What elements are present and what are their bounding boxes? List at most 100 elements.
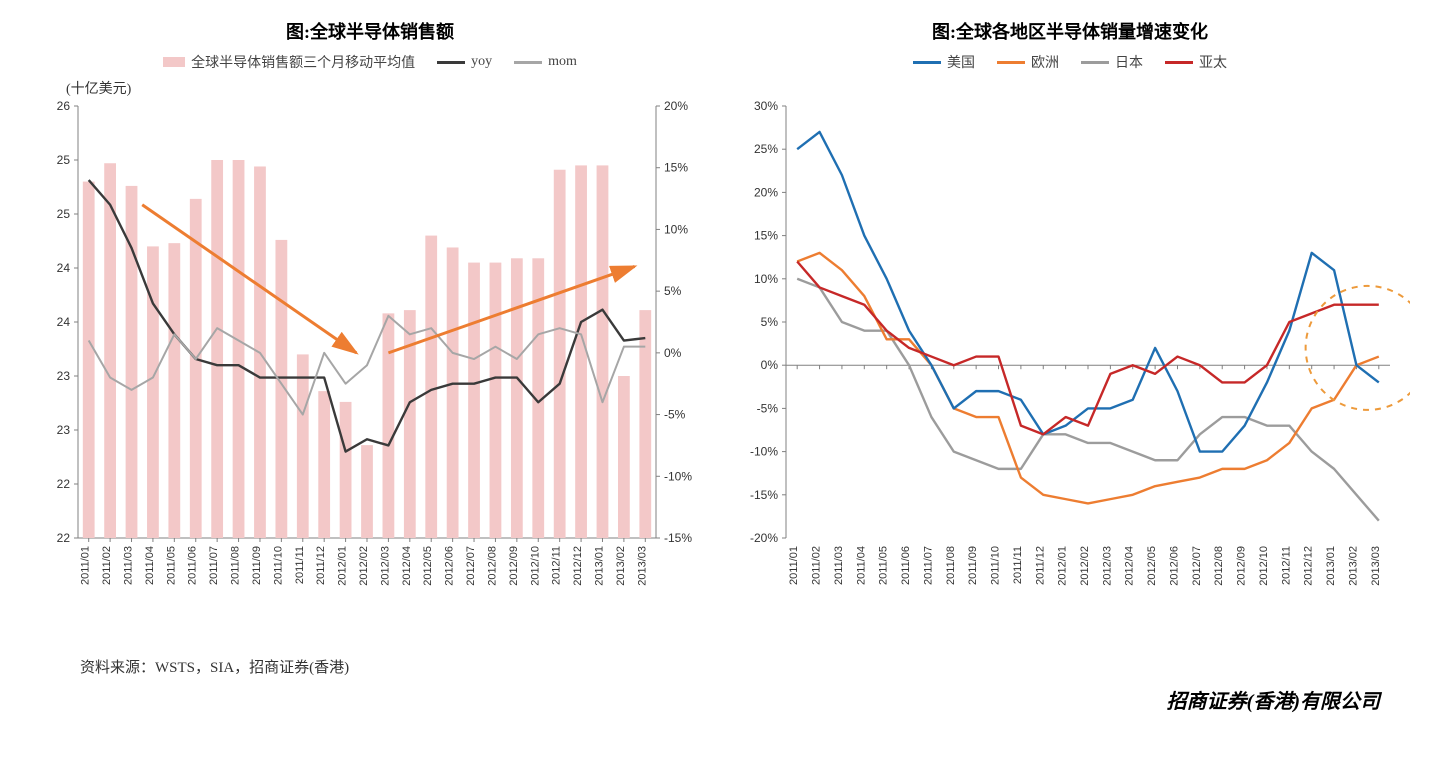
right-legend: 美国 欧洲 日本 亚太 xyxy=(913,52,1227,72)
svg-text:2012/02: 2012/02 xyxy=(1079,546,1091,586)
legend-yoy-swatch xyxy=(437,61,465,64)
svg-text:2011/07: 2011/07 xyxy=(208,546,220,585)
svg-text:2011/11: 2011/11 xyxy=(294,546,306,584)
legend-mom-swatch xyxy=(514,61,542,64)
legend-jp-swatch xyxy=(1081,61,1109,64)
svg-text:2011/08: 2011/08 xyxy=(945,546,957,585)
svg-text:0%: 0% xyxy=(761,358,779,372)
svg-text:22: 22 xyxy=(57,531,71,545)
svg-text:2011/09: 2011/09 xyxy=(251,546,263,585)
svg-text:26: 26 xyxy=(57,99,71,113)
svg-text:2013/01: 2013/01 xyxy=(593,546,605,586)
left-chart-panel: 图:全球半导体销售额 全球半导体销售额三个月移动平均值 yoy mom (十亿美… xyxy=(30,10,710,628)
svg-text:2011/05: 2011/05 xyxy=(878,546,890,585)
svg-text:2011/04: 2011/04 xyxy=(855,546,867,585)
svg-text:2011/06: 2011/06 xyxy=(187,546,199,585)
legend-us-label: 美国 xyxy=(947,52,975,72)
svg-text:2011/12: 2011/12 xyxy=(1034,546,1046,585)
svg-text:2012/12: 2012/12 xyxy=(1303,546,1315,586)
svg-text:-20%: -20% xyxy=(750,531,778,545)
svg-text:2012/05: 2012/05 xyxy=(422,546,434,586)
legend-bar: 全球半导体销售额三个月移动平均值 xyxy=(163,52,415,72)
svg-text:2011/01: 2011/01 xyxy=(788,546,800,585)
svg-text:2011/12: 2011/12 xyxy=(315,546,327,585)
svg-text:22: 22 xyxy=(57,477,71,491)
svg-text:2013/03: 2013/03 xyxy=(1370,546,1382,586)
legend-ap: 亚太 xyxy=(1165,52,1227,72)
legend-us: 美国 xyxy=(913,52,975,72)
svg-text:2012/04: 2012/04 xyxy=(401,546,413,586)
svg-text:5%: 5% xyxy=(664,284,682,298)
svg-text:-5%: -5% xyxy=(757,401,779,415)
svg-text:2011/10: 2011/10 xyxy=(272,546,284,585)
svg-text:2012/06: 2012/06 xyxy=(1168,546,1180,586)
svg-text:15%: 15% xyxy=(664,161,688,175)
svg-text:2012/07: 2012/07 xyxy=(465,546,477,586)
svg-text:-10%: -10% xyxy=(664,469,692,483)
left-chart-title: 图:全球半导体销售额 xyxy=(286,18,454,44)
legend-yoy-label: yoy xyxy=(471,54,492,70)
svg-text:-15%: -15% xyxy=(664,531,692,545)
svg-text:2012/01: 2012/01 xyxy=(1057,546,1069,586)
left-legend: 全球半导体销售额三个月移动平均值 yoy mom xyxy=(163,52,577,72)
legend-eu-swatch xyxy=(997,61,1025,64)
footer-brand: 招商证券(香港)有限公司 xyxy=(30,685,1380,714)
legend-eu-label: 欧洲 xyxy=(1031,52,1059,72)
left-chart-svg: 222223232424252526-15%-10%-5%0%5%10%15%2… xyxy=(30,98,710,628)
charts-row: 图:全球半导体销售额 全球半导体销售额三个月移动平均值 yoy mom (十亿美… xyxy=(30,10,1410,628)
svg-text:20%: 20% xyxy=(664,99,688,113)
svg-text:15%: 15% xyxy=(754,229,778,243)
svg-text:2011/04: 2011/04 xyxy=(144,546,156,585)
svg-text:2012/01: 2012/01 xyxy=(337,546,349,586)
legend-ap-swatch xyxy=(1165,61,1193,64)
legend-jp-label: 日本 xyxy=(1115,52,1143,72)
svg-text:5%: 5% xyxy=(761,315,779,329)
svg-text:2013/02: 2013/02 xyxy=(1347,546,1359,586)
svg-text:-10%: -10% xyxy=(750,445,778,459)
svg-text:2012/12: 2012/12 xyxy=(572,546,584,586)
svg-text:2012/10: 2012/10 xyxy=(529,546,541,586)
legend-eu: 欧洲 xyxy=(997,52,1059,72)
svg-text:2011/08: 2011/08 xyxy=(230,546,242,585)
legend-ap-label: 亚太 xyxy=(1199,52,1227,72)
svg-text:2011/05: 2011/05 xyxy=(165,546,177,585)
svg-text:24: 24 xyxy=(57,315,71,329)
svg-text:2011/07: 2011/07 xyxy=(922,546,934,585)
legend-jp: 日本 xyxy=(1081,52,1143,72)
svg-text:2012/10: 2012/10 xyxy=(1258,546,1270,586)
svg-text:2011/06: 2011/06 xyxy=(900,546,912,585)
svg-text:2011/03: 2011/03 xyxy=(123,546,135,585)
legend-bar-swatch xyxy=(163,57,185,67)
svg-text:2012/03: 2012/03 xyxy=(379,546,391,586)
legend-mom: mom xyxy=(514,54,577,70)
right-chart-svg: -20%-15%-10%-5%0%5%10%15%20%25%30%2011/0… xyxy=(730,98,1410,628)
svg-text:2011/02: 2011/02 xyxy=(811,546,823,585)
svg-text:2012/09: 2012/09 xyxy=(1236,546,1248,586)
svg-text:2011/01: 2011/01 xyxy=(80,546,92,585)
svg-text:25: 25 xyxy=(57,207,71,221)
svg-text:2011/11: 2011/11 xyxy=(1012,546,1024,584)
svg-text:23: 23 xyxy=(57,423,71,437)
svg-text:2012/08: 2012/08 xyxy=(1213,546,1225,586)
svg-text:30%: 30% xyxy=(754,99,778,113)
svg-text:2011/03: 2011/03 xyxy=(833,546,845,585)
left-y-axis-title: (十亿美元) xyxy=(66,78,131,98)
svg-text:2012/11: 2012/11 xyxy=(1280,546,1292,585)
svg-text:-5%: -5% xyxy=(664,408,686,422)
svg-text:2013/01: 2013/01 xyxy=(1325,546,1337,586)
svg-text:23: 23 xyxy=(57,369,71,383)
source-text: 资料来源：WSTS，SIA，招商证券(香港) xyxy=(80,656,1410,677)
svg-text:2012/03: 2012/03 xyxy=(1101,546,1113,586)
svg-text:2013/02: 2013/02 xyxy=(615,546,627,586)
svg-text:2012/02: 2012/02 xyxy=(358,546,370,586)
svg-text:10%: 10% xyxy=(664,222,688,236)
svg-text:2012/07: 2012/07 xyxy=(1191,546,1203,586)
svg-text:2012/06: 2012/06 xyxy=(444,546,456,586)
svg-text:2011/02: 2011/02 xyxy=(101,546,113,585)
svg-text:25%: 25% xyxy=(754,142,778,156)
svg-text:2012/05: 2012/05 xyxy=(1146,546,1158,586)
svg-text:2012/09: 2012/09 xyxy=(508,546,520,586)
svg-text:10%: 10% xyxy=(754,272,778,286)
right-chart-title: 图:全球各地区半导体销量增速变化 xyxy=(932,18,1208,44)
legend-bar-label: 全球半导体销售额三个月移动平均值 xyxy=(191,52,415,72)
